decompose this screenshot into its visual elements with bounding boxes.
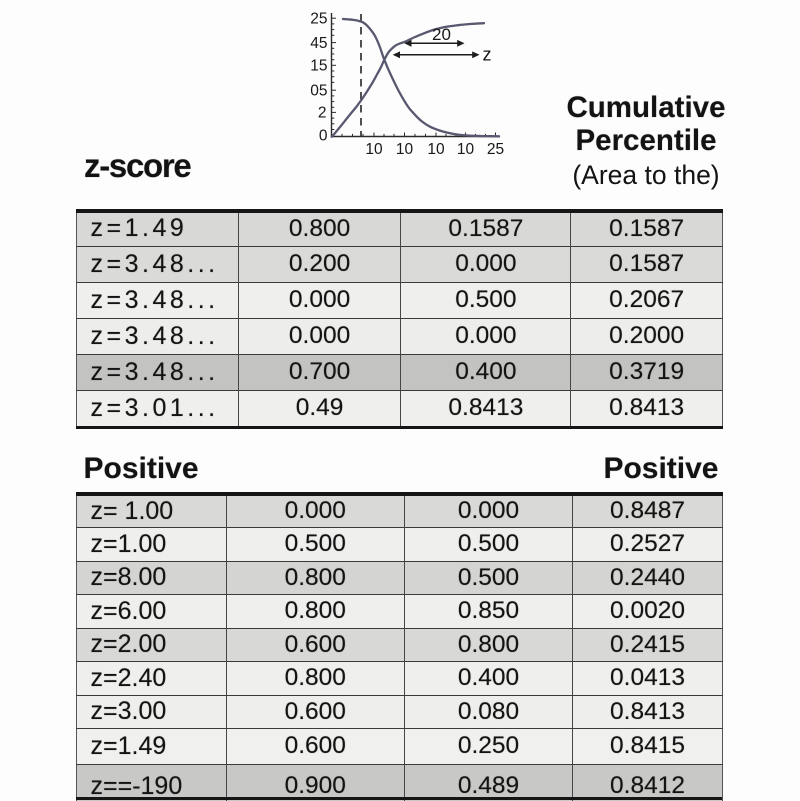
svg-text:10: 10 xyxy=(365,141,383,158)
svg-text:z: z xyxy=(483,45,492,65)
svg-text:45: 45 xyxy=(310,35,327,52)
svg-text:0: 0 xyxy=(319,128,328,145)
svg-text:10: 10 xyxy=(396,141,414,158)
svg-text:10: 10 xyxy=(457,141,475,158)
svg-text:2: 2 xyxy=(318,105,327,122)
svg-text:25: 25 xyxy=(310,11,327,28)
svg-text:10: 10 xyxy=(427,141,445,158)
svg-text:15: 15 xyxy=(310,58,327,75)
svg-text:20: 20 xyxy=(432,25,451,44)
svg-text:05: 05 xyxy=(310,82,327,99)
svg-text:25: 25 xyxy=(487,141,504,158)
